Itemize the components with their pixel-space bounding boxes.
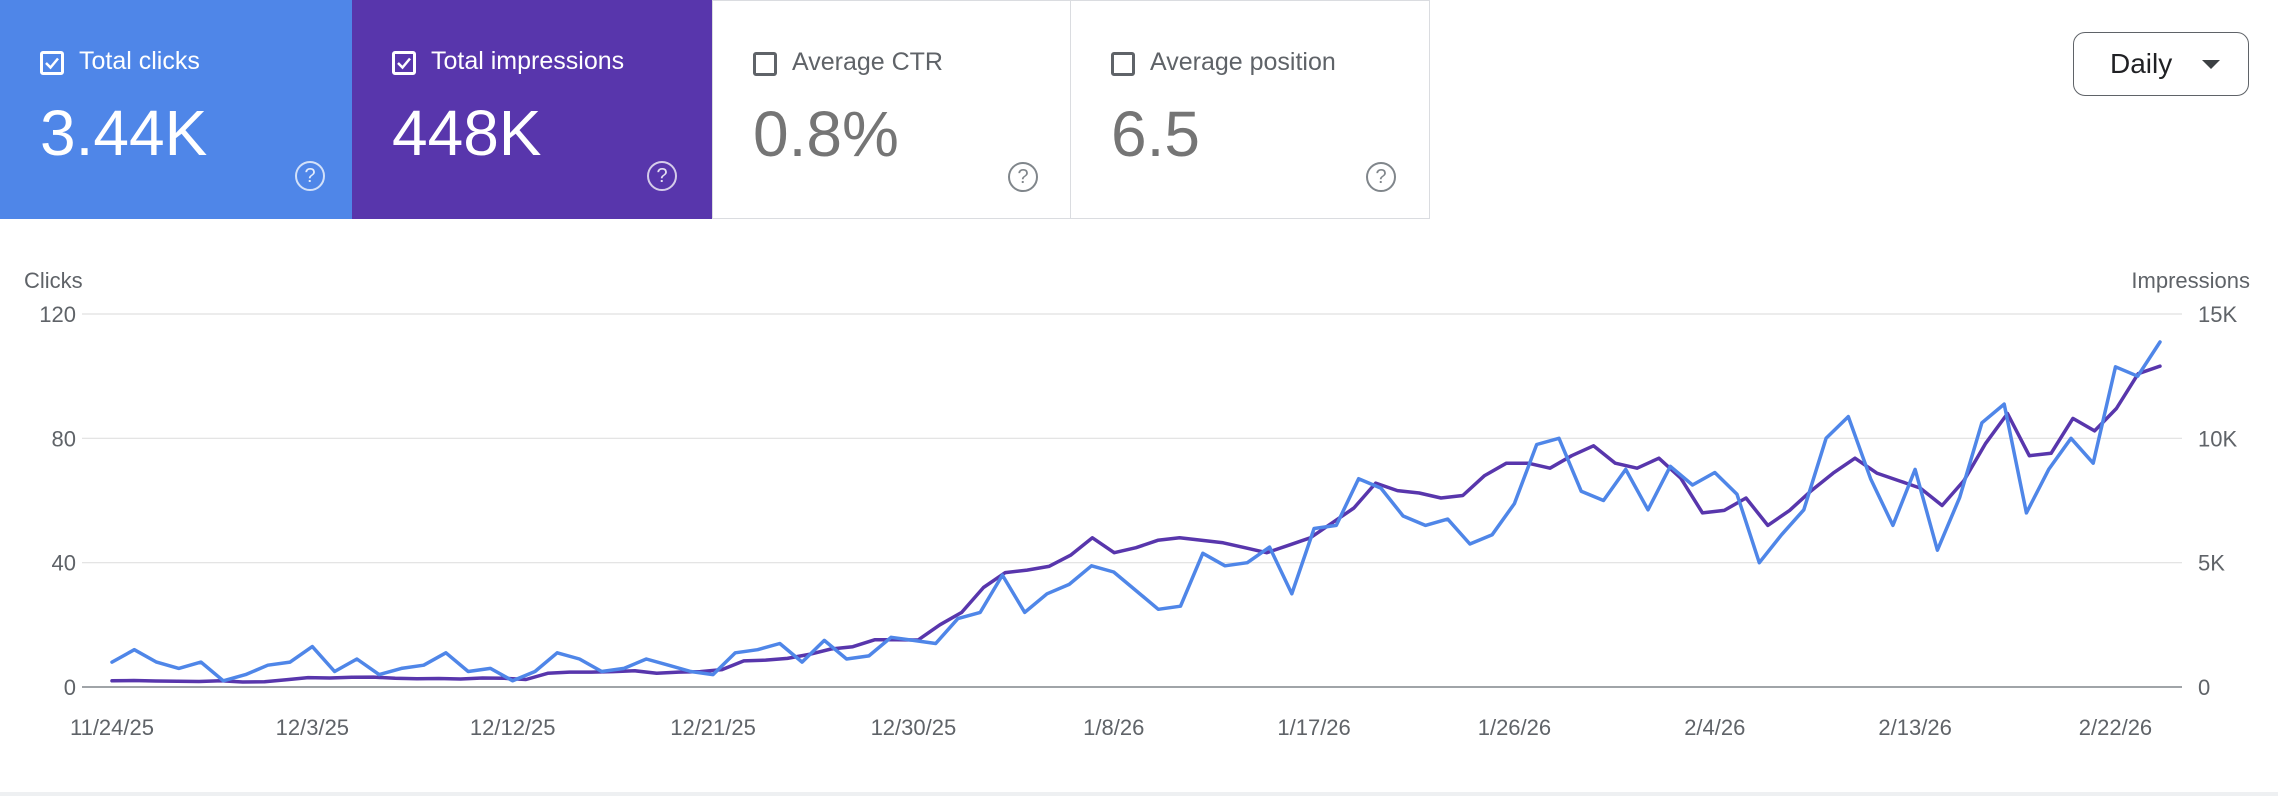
average-position-card[interactable]: Average position 6.5 ? xyxy=(1071,0,1430,219)
x-tick-label: 11/24/25 xyxy=(70,715,154,740)
checkbox-unchecked-icon[interactable] xyxy=(1111,52,1135,76)
average-ctr-card[interactable]: Average CTR 0.8% ? xyxy=(712,0,1071,219)
x-tick-label: 1/26/26 xyxy=(1478,715,1551,740)
y-right-tick-label: 0 xyxy=(2198,675,2210,700)
divider xyxy=(0,792,2278,796)
x-tick-label: 12/3/25 xyxy=(276,715,349,740)
y-left-tick-label: 80 xyxy=(52,426,76,451)
y-right-axis-title: Impressions xyxy=(2131,268,2250,293)
clicks-series-line xyxy=(110,340,2162,683)
help-icon[interactable]: ? xyxy=(647,161,677,191)
y-right-tick-label: 10K xyxy=(2198,426,2237,451)
metric-value: 448K xyxy=(392,97,542,169)
metric-label: Total impressions xyxy=(431,47,625,75)
metric-value: 0.8% xyxy=(753,98,899,170)
metric-label: Average position xyxy=(1150,48,1336,76)
x-tick-label: 12/12/25 xyxy=(470,715,556,740)
x-tick-label: 2/4/26 xyxy=(1684,715,1745,740)
checkbox-checked-icon[interactable] xyxy=(40,51,64,75)
chevron-down-icon xyxy=(2202,60,2220,69)
period-dropdown-label: Daily xyxy=(2110,48,2173,79)
x-tick-label: 2/13/26 xyxy=(1878,715,1951,740)
checkbox-checked-icon[interactable] xyxy=(392,51,416,75)
y-left-tick-label: 0 xyxy=(64,675,76,700)
x-tick-label: 2/22/26 xyxy=(2079,715,2152,740)
checkbox-unchecked-icon[interactable] xyxy=(753,52,777,76)
y-right-tick-label: 15K xyxy=(2198,302,2237,327)
help-icon[interactable]: ? xyxy=(1008,162,1038,192)
x-tick-label: 1/8/26 xyxy=(1083,715,1144,740)
metric-label: Total clicks xyxy=(79,47,200,75)
x-tick-label: 12/21/25 xyxy=(670,715,756,740)
help-icon[interactable]: ? xyxy=(295,161,325,191)
x-tick-label: 1/17/26 xyxy=(1277,715,1350,740)
y-left-tick-label: 40 xyxy=(52,551,76,576)
impressions-series-line xyxy=(110,364,2162,684)
total-impressions-card[interactable]: Total impressions 448K ? xyxy=(352,0,712,219)
metric-label: Average CTR xyxy=(792,48,943,76)
x-tick-label: 12/30/25 xyxy=(871,715,957,740)
period-dropdown[interactable]: Daily xyxy=(2073,32,2249,96)
y-left-tick-label: 120 xyxy=(39,302,76,327)
metric-cards: Total clicks 3.44K ? Total impressions 4… xyxy=(0,0,1430,219)
metric-value: 3.44K xyxy=(40,97,208,169)
total-clicks-card[interactable]: Total clicks 3.44K ? xyxy=(0,0,352,219)
y-right-tick-label: 5K xyxy=(2198,551,2225,576)
metric-value: 6.5 xyxy=(1111,98,1200,170)
help-icon[interactable]: ? xyxy=(1366,162,1396,192)
performance-chart: 0 0 40 5K 80 10K 120 15K Clicks Impressions 11/24/… xyxy=(24,268,2250,740)
y-left-axis-title: Clicks xyxy=(24,268,83,293)
